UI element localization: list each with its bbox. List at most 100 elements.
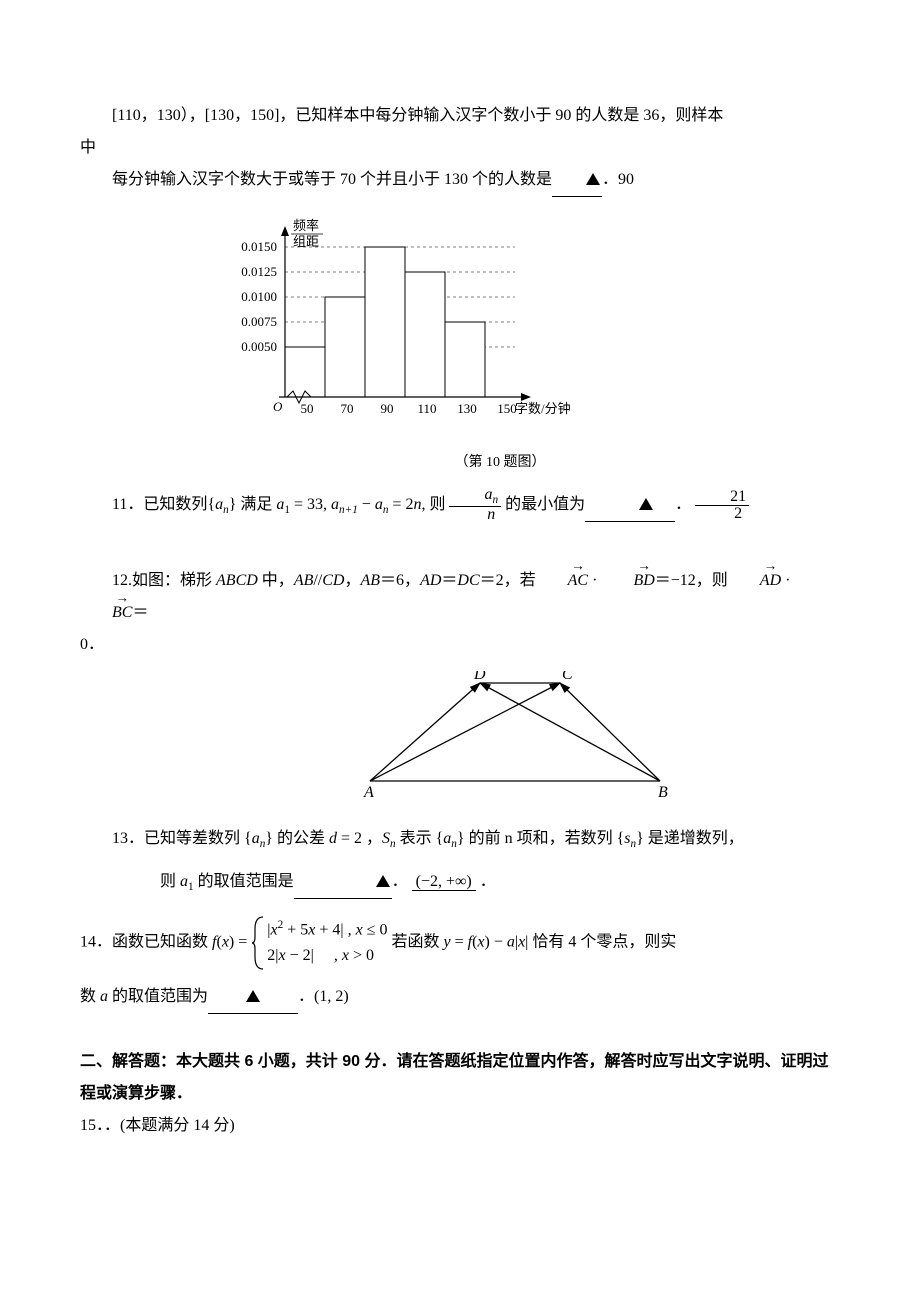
blank-answer-11	[585, 489, 675, 522]
q14-r2-a: 2|	[267, 947, 278, 964]
triangle-icon	[639, 498, 653, 510]
q11-answer: 212	[695, 489, 749, 522]
triangle-icon	[586, 173, 600, 185]
q12-text-a: 如图：梯形	[132, 572, 216, 589]
svg-text:0.0075: 0.0075	[241, 314, 277, 329]
q14-r1-c: + 4	[315, 922, 340, 939]
q14-l2-var: a	[100, 988, 108, 1005]
svg-text:50: 50	[301, 401, 314, 416]
q11-eq-2n: = 2	[388, 496, 413, 513]
q14-mid: 若函数	[387, 934, 443, 951]
question-14-line2: 数 a 的取值范围为 ．(1, 2)	[80, 981, 840, 1014]
q14-r2-c: − 2|	[286, 947, 314, 964]
q13-an-a: a	[252, 830, 260, 847]
q14-r2-x: x	[278, 947, 285, 964]
q14-l2-b: 的取值范围为	[108, 988, 208, 1005]
q14-r2-cx: x	[342, 947, 349, 964]
q12-ad: AD	[420, 572, 441, 589]
question-13: 13．已知等差数列 {an} 的公差 d = 2 ，Sn 表示 {an} 的前 …	[80, 823, 840, 856]
blank-answer-14	[208, 981, 298, 1014]
q14-l2-a: 数	[80, 988, 100, 1005]
q13-text-e: } 是递增数列，	[636, 830, 744, 847]
triangle-icon	[376, 875, 390, 887]
q12-vec-ac: AC	[536, 565, 588, 597]
q13-d: d	[329, 830, 337, 847]
svg-text:0.0100: 0.0100	[241, 289, 277, 304]
svg-text:B: B	[658, 784, 668, 801]
q12-ab: AB	[294, 572, 314, 589]
svg-text:90: 90	[381, 401, 394, 416]
histogram-caption: （第 10 题图）	[160, 449, 840, 477]
q12-dc: DC	[457, 572, 479, 589]
q12-ab2: AB	[361, 572, 381, 589]
q11-ans-num: 21	[695, 489, 749, 506]
section-2-heading: 二、解答题：本大题共 6 小题，共计 90 分．请在答题纸指定位置内作答，解答时…	[80, 1046, 840, 1110]
q14-a: a	[507, 934, 515, 951]
intro-line1: [110，130），[130，150]，已知样本中每分钟输入汉字个数小于 90 …	[80, 100, 840, 132]
q11-frac-num-sub: n	[492, 494, 498, 506]
svg-text:0.0125: 0.0125	[241, 264, 277, 279]
q13-l2-pre: 则	[160, 873, 180, 890]
svg-text:O: O	[273, 399, 283, 414]
q11-ans-den: 2	[695, 506, 749, 522]
q11-mid: 满足	[240, 496, 276, 513]
svg-text:0.0150: 0.0150	[241, 239, 277, 254]
q12-vec-ad: AD	[728, 565, 781, 597]
question-15: 15．．(本题满分 14 分)	[80, 1110, 840, 1142]
q13-text-a: 已知等差数列 {	[144, 830, 252, 847]
svg-text:字数/分钟: 字数/分钟	[515, 401, 571, 416]
svg-text:频率: 频率	[293, 218, 319, 233]
svg-text:130: 130	[457, 401, 477, 416]
histogram-svg: 0.00500.00750.01000.01250.0150O507090110…	[200, 207, 580, 437]
q11-seq-a: a	[215, 496, 223, 513]
q13-text-d: } 的前 n 项和，若数列 {	[457, 830, 624, 847]
q12-eq3: ＝2，若	[480, 572, 536, 589]
intro-line2: 中	[80, 132, 840, 164]
svg-text:D: D	[473, 671, 486, 683]
q11-minus: −	[358, 496, 375, 513]
q12-dot1: ·	[592, 572, 597, 589]
trapezoid-svg: A B D C	[360, 671, 690, 801]
q13-period: ．	[480, 873, 496, 890]
q14-answer: ．(1, 2)	[298, 988, 349, 1005]
q13-Sn-S: S	[382, 830, 390, 847]
blank-answer-13	[294, 866, 392, 899]
svg-text:A: A	[363, 784, 374, 801]
q12-eq5: ＝	[132, 604, 148, 621]
blank-answer-10	[552, 164, 602, 197]
q11-frac: ann	[449, 487, 501, 523]
q11-an1-sub: n+1	[339, 504, 358, 516]
q14-num: 14．	[80, 934, 112, 951]
q11-frac-den: n	[449, 507, 501, 523]
svg-text:0.0050: 0.0050	[241, 339, 277, 354]
q12-eq2: ＝	[441, 572, 457, 589]
q12-vec-bc: BC	[80, 597, 132, 629]
q14-r1-cx: x	[356, 922, 363, 939]
q13-text-c: 表示 {	[396, 830, 444, 847]
q14-minus: −	[490, 934, 507, 951]
q14-tail: 恰有 4 个零点，则实	[528, 934, 676, 951]
q11-num: 11．	[112, 496, 143, 513]
histogram-figure: 0.00500.00750.01000.01250.0150O507090110…	[200, 207, 840, 477]
q11-post: , 则	[421, 496, 449, 513]
q12-abcd: ABCD	[216, 572, 258, 589]
q12-cd: CD	[322, 572, 344, 589]
q14-piecewise: |x2 + 5x + 4| , x ≤ 02|x − 2| , x > 0	[251, 915, 387, 971]
q11-tail: 的最小值为	[501, 496, 585, 513]
svg-text:110: 110	[417, 401, 436, 416]
question-12: 12.如图：梯形 ABCD 中，AB//CD，AB＝6，AD＝DC＝2，若AC …	[80, 565, 840, 629]
q13-eq: = 2 ，	[337, 830, 382, 847]
svg-text:C: C	[562, 671, 573, 683]
q14-pre: 函数已知函数	[112, 934, 212, 951]
q11-pre: 已知数列	[143, 496, 207, 513]
q14-eq2: =	[451, 934, 468, 951]
question-14: 14．函数已知函数 f(x) = |x2 + 5x + 4| , x ≤ 02|…	[80, 915, 840, 971]
svg-text:150: 150	[497, 401, 517, 416]
question-11: 11．已知数列{an} 满足 a1 = 33, an+1 − an = 2n, …	[80, 487, 840, 523]
trapezoid-figure: A B D C	[360, 671, 840, 813]
q12-vec-bd: BD	[601, 565, 654, 597]
q12-answer: 0．	[80, 629, 840, 661]
intro-line3: 每分钟输入汉字个数大于或等于 70 个并且小于 130 个的人数是．90	[80, 164, 840, 197]
q14-y: y	[443, 934, 450, 951]
q12-eq4: ＝−12，则	[655, 572, 728, 589]
